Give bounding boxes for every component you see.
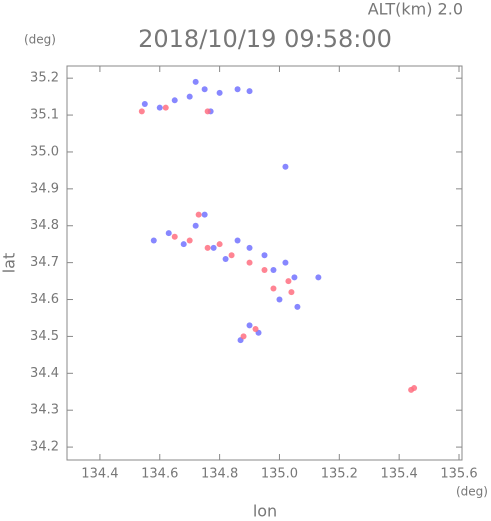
echo-point xyxy=(201,86,208,93)
echo-point xyxy=(246,259,253,266)
echo-point xyxy=(276,296,283,303)
echo-point xyxy=(288,289,295,296)
echo-point xyxy=(171,97,178,104)
echo-point xyxy=(246,244,253,251)
x-tick-label: 134.8 xyxy=(201,467,238,482)
echo-point xyxy=(186,237,193,244)
x-tick-label: 134.6 xyxy=(141,467,178,482)
echo-point xyxy=(234,237,241,244)
y-tick-label: 34.4 xyxy=(30,366,59,381)
echo-point xyxy=(270,267,277,274)
echo-point xyxy=(246,88,253,95)
echo-point xyxy=(192,78,199,85)
echo-point xyxy=(171,233,178,240)
echo-point xyxy=(291,274,298,281)
echo-point xyxy=(192,222,199,229)
y-tick-label: 35.2 xyxy=(30,71,59,86)
echo-point xyxy=(252,326,259,333)
echo-point xyxy=(234,86,241,93)
y-tick-label: 34.2 xyxy=(30,440,59,455)
y-tick-label: 35.1 xyxy=(30,108,59,123)
y-tick-label: 34.5 xyxy=(30,329,59,344)
echo-point xyxy=(228,252,235,259)
echo-point xyxy=(408,386,415,393)
echo-point xyxy=(270,285,277,292)
echo-point xyxy=(294,303,301,310)
y-tick-label: 34.3 xyxy=(30,403,59,418)
y-tick-label: 35.0 xyxy=(30,144,59,159)
y-tick-label: 34.9 xyxy=(30,181,59,196)
x-axis-label: lon xyxy=(253,502,277,521)
echo-point xyxy=(210,244,217,251)
echo-point xyxy=(315,274,322,281)
echo-point xyxy=(201,211,208,218)
plot-frame xyxy=(66,65,463,461)
echo-point xyxy=(165,230,172,237)
echo-point xyxy=(150,237,157,244)
x-tick-label: 135.2 xyxy=(321,467,358,482)
echo-point xyxy=(261,267,268,274)
echo-point xyxy=(186,93,193,100)
x-unit: (deg) xyxy=(456,485,488,499)
echo-point xyxy=(141,100,148,107)
x-tick-label: 135.0 xyxy=(261,467,298,482)
y-tick-label: 34.6 xyxy=(30,292,59,307)
echo-point xyxy=(162,104,169,111)
x-tick-label: 135.6 xyxy=(440,467,477,482)
y-tick-label: 34.7 xyxy=(30,255,59,270)
echo-point xyxy=(216,89,223,96)
y-unit: (deg) xyxy=(24,33,56,47)
x-tick-label: 134.4 xyxy=(81,467,118,482)
echo-point xyxy=(285,278,292,285)
echo-point xyxy=(204,244,211,251)
echo-point xyxy=(261,252,268,259)
x-tick-label: 135.4 xyxy=(381,467,418,482)
echo-point xyxy=(246,322,253,329)
echo-point xyxy=(156,104,163,111)
y-tick-label: 34.8 xyxy=(30,218,59,233)
echo-point xyxy=(222,255,229,262)
subtitle: ALT(km) 2.0 xyxy=(368,0,463,19)
y-axis-label: lat xyxy=(0,253,19,274)
echo-point xyxy=(282,163,289,170)
echo-point xyxy=(180,241,187,248)
echo-point xyxy=(138,108,145,115)
echo-point xyxy=(195,211,202,218)
echo-point xyxy=(240,333,247,340)
echo-point xyxy=(216,241,223,248)
chart-title: 2018/10/19 09:58:00 xyxy=(138,25,392,53)
echo-point xyxy=(282,259,289,266)
echo-point xyxy=(204,108,211,115)
